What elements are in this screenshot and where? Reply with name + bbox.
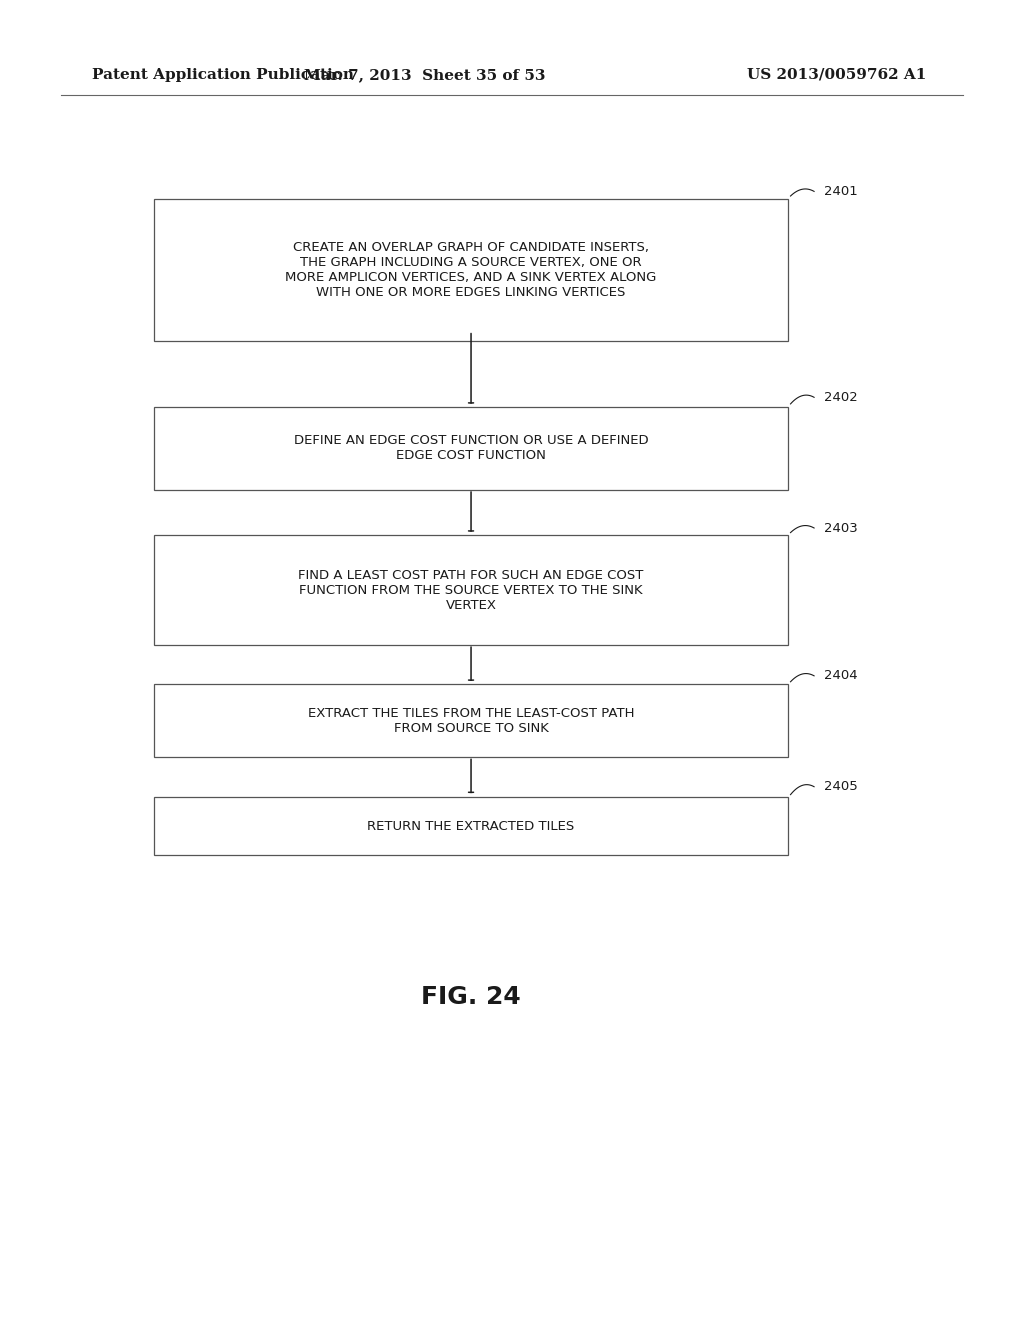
Text: CREATE AN OVERLAP GRAPH OF CANDIDATE INSERTS,
THE GRAPH INCLUDING A SOURCE VERTE: CREATE AN OVERLAP GRAPH OF CANDIDATE INS… <box>286 242 656 298</box>
Text: DEFINE AN EDGE COST FUNCTION OR USE A DEFINED
EDGE COST FUNCTION: DEFINE AN EDGE COST FUNCTION OR USE A DE… <box>294 434 648 462</box>
Text: RETURN THE EXTRACTED TILES: RETURN THE EXTRACTED TILES <box>368 820 574 833</box>
Text: 2405: 2405 <box>824 780 858 793</box>
Text: 2404: 2404 <box>824 669 858 682</box>
Text: FIG. 24: FIG. 24 <box>421 985 521 1008</box>
FancyBboxPatch shape <box>154 685 788 758</box>
Text: EXTRACT THE TILES FROM THE LEAST-COST PATH
FROM SOURCE TO SINK: EXTRACT THE TILES FROM THE LEAST-COST PA… <box>308 706 634 735</box>
Text: US 2013/0059762 A1: US 2013/0059762 A1 <box>748 69 927 82</box>
Text: 2403: 2403 <box>824 521 858 535</box>
FancyBboxPatch shape <box>154 797 788 855</box>
Text: 2401: 2401 <box>824 185 858 198</box>
Text: 2402: 2402 <box>824 391 858 404</box>
Text: Mar. 7, 2013  Sheet 35 of 53: Mar. 7, 2013 Sheet 35 of 53 <box>304 69 546 82</box>
Text: Patent Application Publication: Patent Application Publication <box>92 69 354 82</box>
FancyBboxPatch shape <box>154 199 788 342</box>
FancyBboxPatch shape <box>154 536 788 644</box>
Text: FIND A LEAST COST PATH FOR SUCH AN EDGE COST
FUNCTION FROM THE SOURCE VERTEX TO : FIND A LEAST COST PATH FOR SUCH AN EDGE … <box>298 569 644 611</box>
FancyBboxPatch shape <box>154 407 788 490</box>
